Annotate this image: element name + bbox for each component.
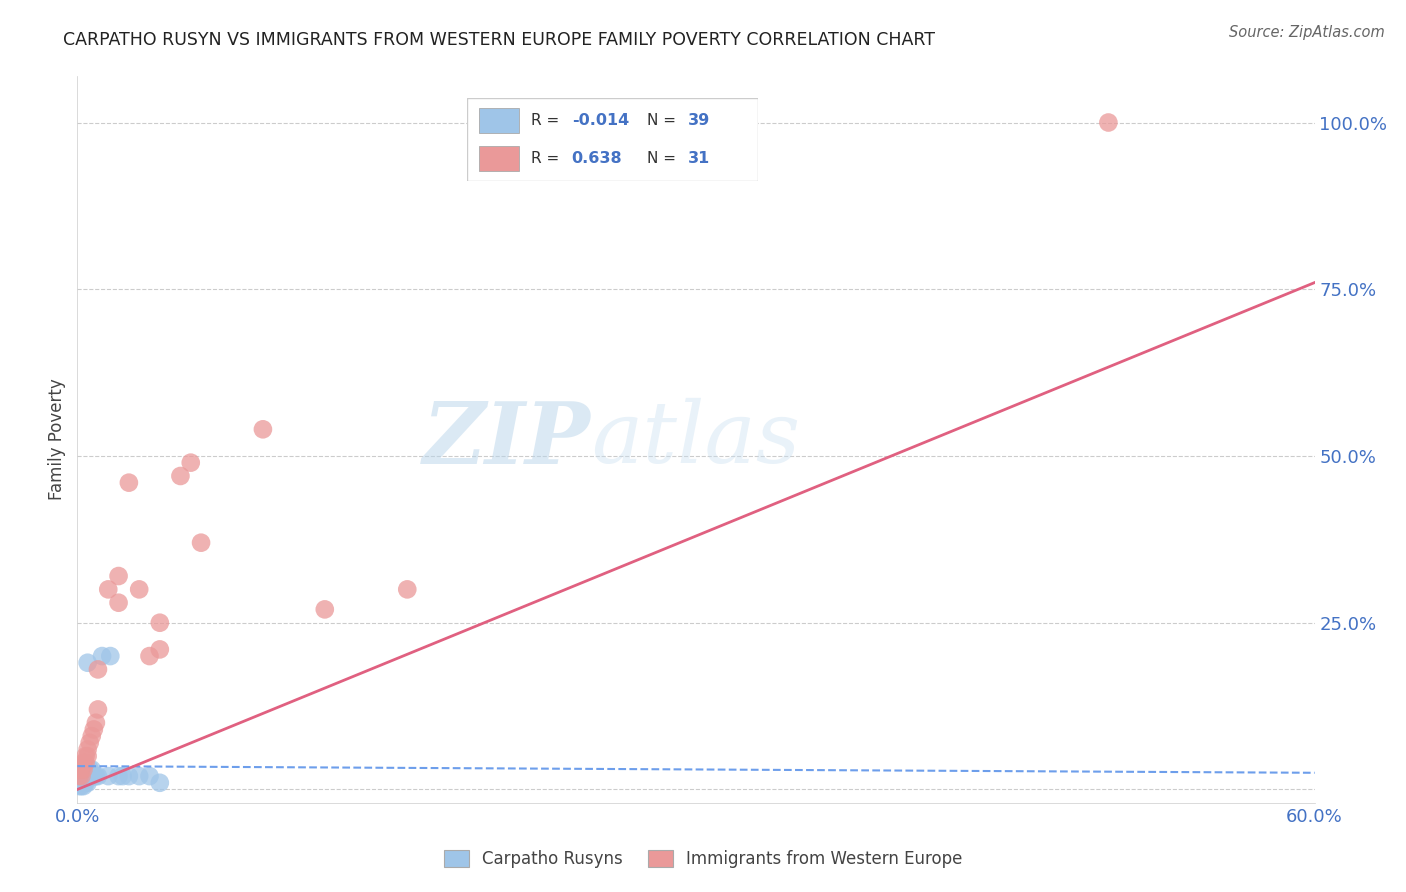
Point: [149, 642, 172, 657]
Point: [70, 776, 93, 790]
Point: [107, 596, 129, 610]
Point: [75, 749, 97, 764]
Point: [1097, 115, 1119, 129]
Point: [67, 776, 90, 790]
Point: [83, 769, 105, 783]
Point: [67, 769, 90, 783]
Point: [72, 776, 94, 790]
Point: [149, 615, 172, 630]
Point: [79, 769, 101, 783]
Text: CARPATHO RUSYN VS IMMIGRANTS FROM WESTERN EUROPE FAMILY POVERTY CORRELATION CHAR: CARPATHO RUSYN VS IMMIGRANTS FROM WESTER…: [63, 31, 935, 49]
Point: [91, 649, 114, 664]
Point: [80, 769, 103, 783]
Point: [67, 776, 90, 790]
Point: [76, 742, 98, 756]
Point: [72, 763, 94, 777]
Point: [79, 763, 101, 777]
Point: [67, 776, 90, 790]
Point: [72, 779, 94, 793]
Point: [107, 769, 129, 783]
Point: [87, 769, 110, 783]
Point: [98, 649, 121, 664]
Point: [396, 582, 419, 597]
Point: [72, 756, 94, 770]
Point: [72, 763, 94, 777]
Point: [76, 749, 98, 764]
Point: [118, 769, 141, 783]
Point: [118, 475, 141, 490]
Point: [138, 649, 160, 664]
Point: [70, 763, 93, 777]
Point: [84, 715, 107, 730]
Point: [70, 769, 93, 783]
Point: [87, 662, 110, 676]
Point: [70, 769, 93, 783]
Text: atlas: atlas: [591, 398, 800, 481]
Point: [72, 769, 94, 783]
Point: [72, 769, 94, 783]
Point: [252, 422, 274, 436]
Point: [67, 769, 90, 783]
Point: [97, 769, 120, 783]
Point: [67, 769, 90, 783]
Point: [70, 769, 93, 783]
Point: [107, 569, 129, 583]
Point: [75, 776, 97, 790]
Point: [75, 756, 97, 770]
Point: [76, 769, 98, 783]
Point: [83, 723, 105, 737]
Legend: Carpatho Rusyns, Immigrants from Western Europe: Carpatho Rusyns, Immigrants from Western…: [437, 843, 969, 875]
Point: [128, 769, 150, 783]
Point: [180, 456, 202, 470]
Point: [169, 469, 191, 483]
Point: [111, 769, 134, 783]
Point: [80, 729, 103, 743]
Point: [67, 763, 90, 777]
Point: [70, 779, 93, 793]
Point: [67, 779, 90, 793]
Point: [70, 763, 93, 777]
Point: [80, 763, 103, 777]
Point: [79, 736, 101, 750]
Point: [138, 769, 160, 783]
Text: ZIP: ZIP: [423, 398, 591, 481]
Point: [84, 769, 107, 783]
Y-axis label: Family Poverty: Family Poverty: [48, 378, 66, 500]
Point: [87, 702, 110, 716]
Point: [149, 776, 172, 790]
Point: [75, 769, 97, 783]
Point: [97, 582, 120, 597]
Point: [75, 763, 97, 777]
Point: [314, 602, 336, 616]
Point: [76, 776, 98, 790]
Text: Source: ZipAtlas.com: Source: ZipAtlas.com: [1229, 25, 1385, 40]
Point: [76, 656, 98, 670]
Point: [190, 535, 212, 549]
Point: [70, 776, 93, 790]
Point: [128, 582, 150, 597]
